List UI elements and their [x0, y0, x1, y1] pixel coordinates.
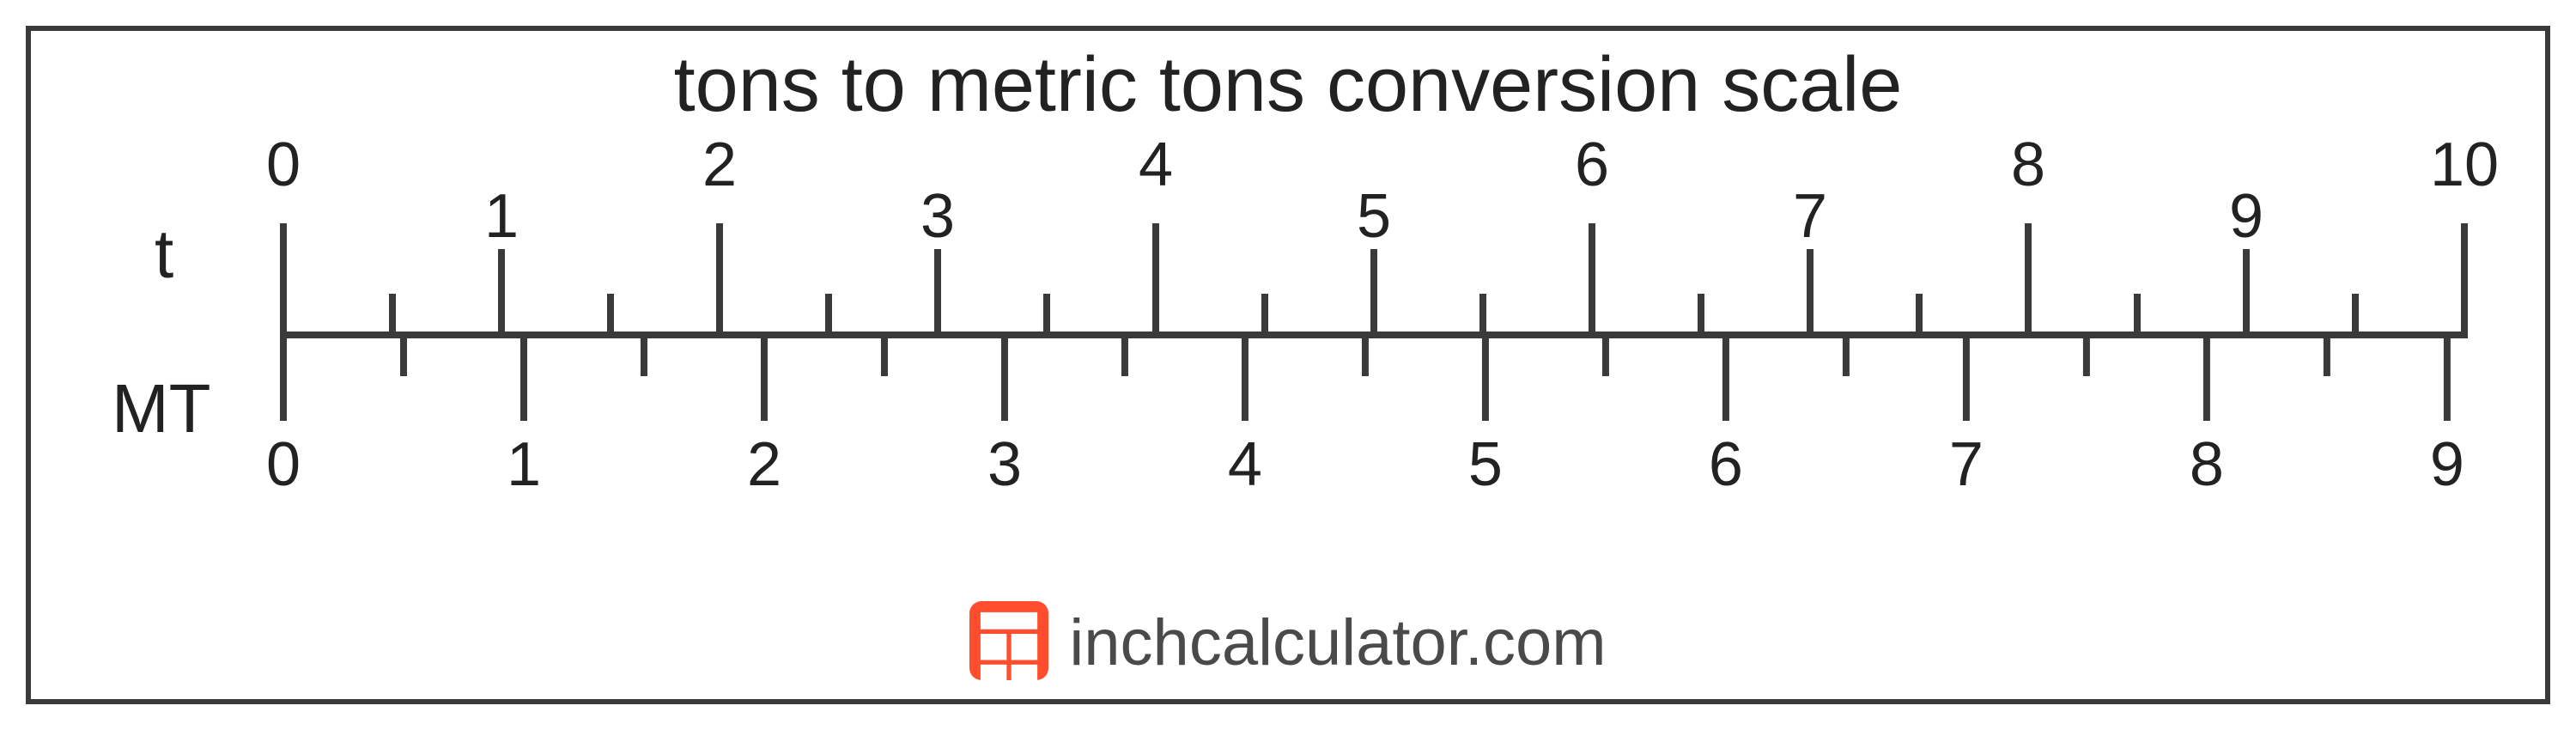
- bottom-tick-label: 7: [1949, 430, 1984, 499]
- footer-text: inchcalculator.com: [1069, 605, 1606, 680]
- bottom-tick-label: 5: [1468, 430, 1503, 499]
- bottom-tick-label: 1: [507, 430, 541, 499]
- top-tick-label: 6: [1575, 131, 1609, 199]
- bottom-tick-label: 8: [2190, 430, 2224, 499]
- bottom-tick-label: 9: [2430, 430, 2464, 499]
- top-tick-label: 9: [2229, 182, 2263, 251]
- footer: inchcalculator.com: [0, 601, 2576, 684]
- top-tick-label: 0: [266, 131, 301, 199]
- bottom-tick-label: 3: [987, 430, 1022, 499]
- top-tick-label: 2: [702, 131, 737, 199]
- top-tick-label: 3: [920, 182, 955, 251]
- top-tick-label: 1: [484, 182, 519, 251]
- top-tick-label: 5: [1357, 182, 1391, 251]
- bottom-tick-label: 4: [1228, 430, 1262, 499]
- top-tick-label: 10: [2430, 131, 2499, 199]
- bottom-tick-label: 2: [747, 430, 781, 499]
- top-tick-label: 7: [1793, 182, 1827, 251]
- bottom-tick-label: 0: [266, 430, 301, 499]
- bottom-tick-label: 6: [1709, 430, 1743, 499]
- top-tick-label: 4: [1139, 131, 1173, 199]
- top-tick-label: 8: [2011, 131, 2045, 199]
- calculator-icon: [969, 601, 1048, 684]
